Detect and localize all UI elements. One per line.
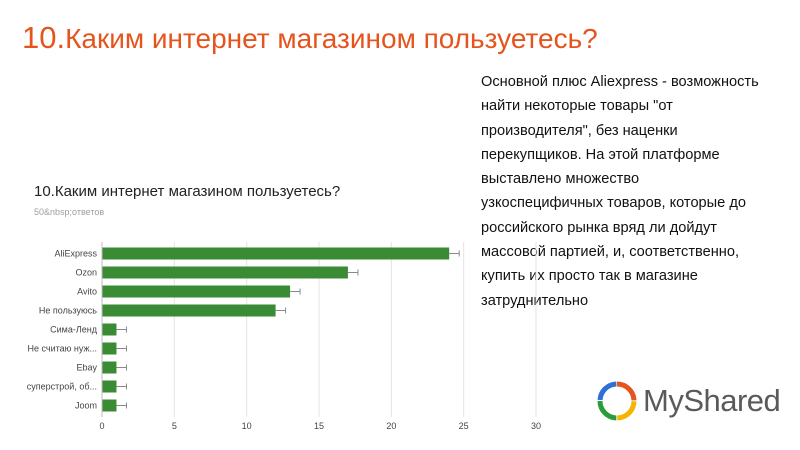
category-label: Ozon [75, 268, 97, 278]
chart-subtitle: 50&nbsp;ответов [34, 207, 105, 217]
bar [102, 399, 117, 412]
slide-title-text: Каким интернет магазином пользуетесь? [65, 23, 598, 54]
x-tick-label: 10 [242, 421, 252, 431]
bar-chart: 0 5 10 15 20 25 30 AliExpress Ozon Avito Не пользу… [27, 242, 541, 431]
side-text-line: выставлено множество [481, 171, 640, 188]
slide-title: 10.Каким интернет магазином пользуетесь? [22, 20, 598, 56]
category-label: суперстрой, об... [27, 382, 97, 392]
myshared-logo: MyShared [597, 381, 781, 421]
side-text-line: Основной плюс Aliexpress - возможность [481, 74, 759, 90]
x-tick-label: 20 [386, 421, 396, 431]
side-text-line: российского рынка вряд ли дойдут [481, 219, 717, 236]
bar [102, 266, 348, 279]
x-tick-label: 15 [314, 421, 324, 431]
slide-title-number: 10. [22, 20, 66, 55]
x-tick-label: 30 [531, 421, 541, 431]
side-text-line: перекупщиков. На этой платформе [481, 146, 720, 163]
category-label: AliExpress [54, 249, 97, 259]
bar [102, 361, 117, 374]
x-tick-label: 25 [459, 421, 469, 431]
bar [102, 247, 450, 260]
logo-text: MyShared [643, 383, 781, 418]
x-tick-label: 5 [172, 421, 177, 431]
chart-title: 10.Каким интернет магазином пользуетесь? [34, 183, 341, 200]
category-label: Не считаю нуж... [28, 344, 98, 354]
category-label: Не пользуюсь [39, 306, 97, 316]
bar [102, 323, 117, 336]
x-tick-label: 0 [99, 421, 104, 431]
bar [102, 285, 291, 298]
side-text-line: узкоспецифичных товаров, которые до [481, 195, 746, 212]
side-text: Основной плюс Aliexpress - возможность н… [481, 70, 791, 313]
bar [102, 342, 117, 355]
side-text-line: массовой партией, и, соответственно, [481, 244, 739, 261]
side-text-line: найти некоторые товары "от [481, 98, 673, 115]
category-label: Joom [75, 401, 97, 411]
category-label: Ebay [76, 363, 97, 373]
category-label: Сима-Ленд [50, 325, 98, 335]
myshared-logo-icon [597, 381, 637, 421]
bar [102, 380, 117, 393]
bar [102, 304, 276, 317]
category-label: Avito [77, 287, 97, 297]
side-text-line: производителя", без наценки [481, 122, 678, 139]
side-text-line: затруднительно [481, 292, 589, 309]
side-text-line: купить их просто так в магазине [481, 268, 698, 285]
